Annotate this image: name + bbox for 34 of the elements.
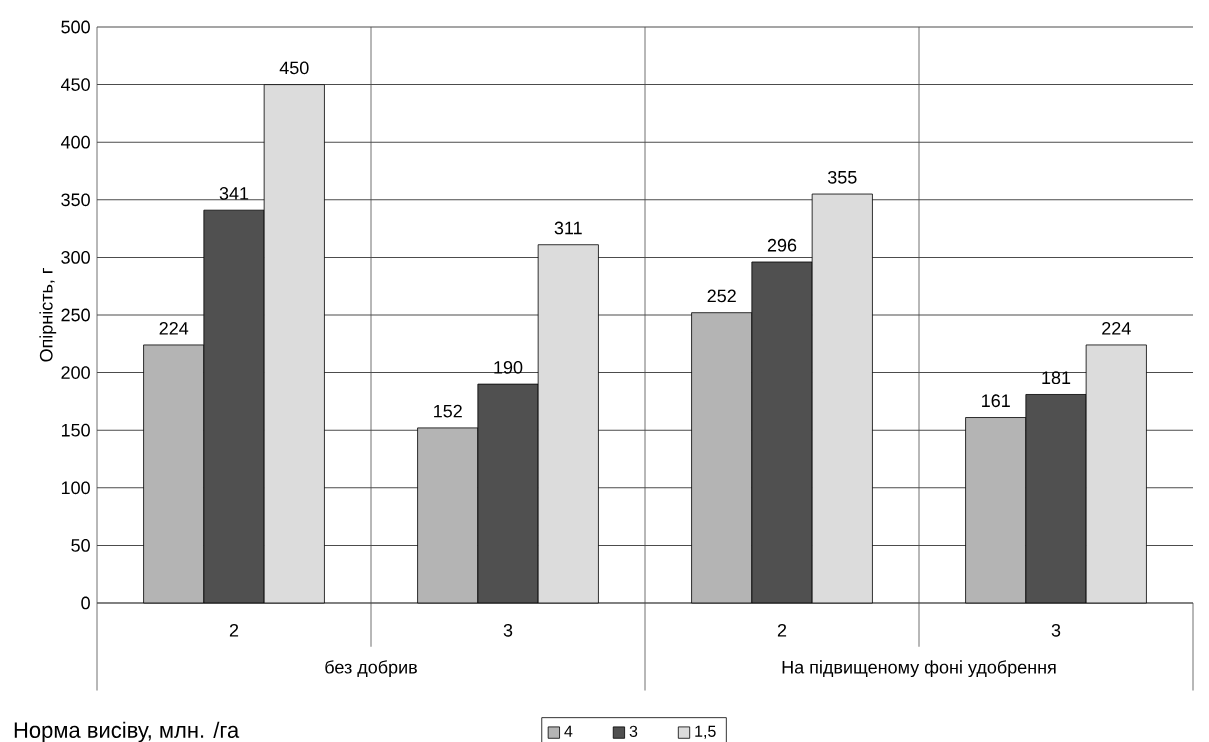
y-tick-label: 400 bbox=[60, 135, 90, 149]
data-label: 252 bbox=[707, 289, 736, 303]
data-label: 224 bbox=[1102, 321, 1131, 335]
data-label: 190 bbox=[494, 360, 523, 374]
y-tick-label: 500 bbox=[61, 20, 90, 34]
data-label: 355 bbox=[827, 170, 857, 184]
data-label: 161 bbox=[982, 394, 1010, 408]
text: На підвищеному фоні удобрення bbox=[782, 660, 1056, 678]
data-label: 296 bbox=[767, 238, 797, 252]
legend-label: 4 bbox=[564, 725, 573, 737]
x-tick-label: 2 bbox=[229, 623, 239, 637]
data-label: 311 bbox=[554, 221, 582, 235]
data-label: 224 bbox=[159, 321, 189, 335]
y-tick-label: 450 bbox=[60, 78, 90, 91]
y-tick-label: 350 bbox=[61, 193, 90, 207]
y-tick-label: 150 bbox=[61, 423, 90, 437]
y-tick-label: 0 bbox=[81, 596, 90, 610]
x-tick-label: 3 bbox=[1051, 623, 1061, 637]
legend-label: 3 bbox=[629, 725, 638, 737]
data-label: 450 bbox=[279, 61, 309, 75]
y-axis-title: Опірність, г bbox=[39, 268, 57, 362]
data-label: 341 bbox=[219, 187, 249, 200]
data-label: 152 bbox=[434, 404, 462, 418]
legend-label: 1,5 bbox=[695, 725, 716, 739]
data-label: 181 bbox=[1042, 371, 1071, 385]
x-tick-label: 2 bbox=[777, 623, 787, 637]
y-tick-label: 100 bbox=[61, 481, 90, 495]
y-tick-label: 200 bbox=[61, 366, 90, 379]
x-axis-title: Норма висіву, млн. /га bbox=[14, 721, 240, 742]
x-tick-label: 3 bbox=[503, 623, 513, 637]
text: без добрив bbox=[325, 660, 417, 678]
y-tick-label: 300 bbox=[61, 251, 90, 264]
y-tick-label: 50 bbox=[71, 539, 90, 552]
y-tick-label: 250 bbox=[61, 308, 90, 322]
